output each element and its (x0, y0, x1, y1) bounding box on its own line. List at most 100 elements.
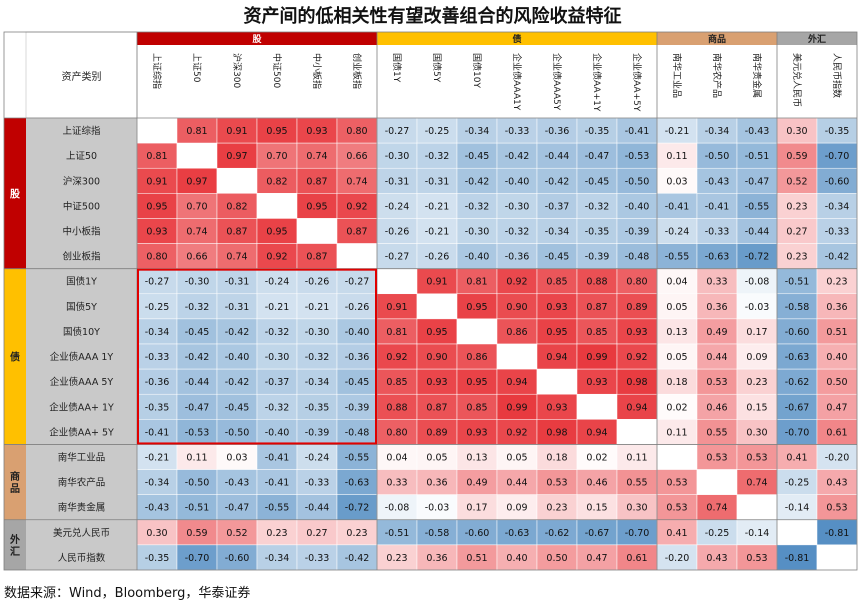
heatmap-cell (176, 419, 218, 445)
cell-value: 0.53 (666, 503, 687, 514)
heatmap-cell (736, 117, 778, 144)
cell-value: -0.34 (825, 201, 850, 212)
cell-value: -0.45 (545, 252, 570, 263)
heatmap-cell (536, 117, 578, 144)
row-label: 上证50 (66, 151, 97, 162)
heatmap-cell (736, 268, 778, 295)
cell-value: 0.53 (546, 478, 567, 489)
heatmap-cell (616, 343, 658, 370)
heatmap-cell (496, 519, 538, 546)
cell-value: -0.27 (345, 277, 370, 288)
cell-value: -0.35 (825, 126, 850, 137)
cell-value: 0.80 (626, 277, 647, 288)
heatmap-cell (416, 318, 458, 345)
heatmap-cell (736, 469, 778, 495)
cell-value: 0.43 (826, 478, 847, 489)
cell-value: -0.44 (545, 151, 570, 162)
cell-value: 0.94 (506, 377, 527, 388)
heatmap-cell (736, 343, 778, 370)
cell-value: -0.32 (265, 402, 290, 413)
heatmap-cell (736, 368, 778, 395)
cell-value: 0.03 (666, 176, 687, 187)
heatmap-cell (696, 167, 738, 194)
heatmap-cell (376, 218, 418, 244)
cell-value: -0.31 (225, 302, 250, 313)
cell-value: 0.04 (666, 277, 687, 288)
column-label: 上证50 (191, 53, 202, 83)
cell-value: 0.09 (506, 503, 527, 514)
heatmap-cell (536, 243, 578, 269)
heatmap-cell (136, 318, 178, 345)
cell-value: -0.55 (665, 252, 690, 263)
heatmap-cell (616, 167, 658, 194)
heatmap-cell (536, 419, 578, 445)
column-group-band (777, 32, 857, 45)
cell-value: 0.81 (186, 126, 207, 137)
cell-value: 0.40 (506, 553, 527, 564)
row-label: 上证综指 (62, 125, 101, 137)
cell-value: -0.36 (545, 126, 570, 137)
cell-value: 0.11 (186, 453, 207, 464)
cell-value: -0.30 (185, 277, 210, 288)
cell-value: -0.45 (585, 176, 610, 187)
heatmap-cell (496, 343, 538, 370)
cell-value: -0.44 (305, 503, 330, 514)
cell-value: -0.42 (465, 176, 490, 187)
heatmap-cell (256, 243, 298, 269)
cell-value: -0.21 (145, 453, 170, 464)
cell-value: -0.44 (185, 377, 210, 388)
cell-value: 0.51 (466, 553, 487, 564)
cell-value: 0.30 (746, 427, 767, 438)
cell-value: 0.23 (266, 528, 287, 539)
cell-value: 0.05 (426, 453, 447, 464)
heatmap-cell (616, 544, 658, 571)
heatmap-cell (496, 393, 538, 420)
row-group-band (4, 268, 26, 445)
heatmap-cell (696, 318, 738, 345)
heatmap-cell (536, 469, 578, 495)
heatmap-cell (816, 243, 858, 269)
column-group-label: 债 (512, 33, 521, 45)
cell-value: 0.99 (586, 352, 607, 363)
heatmap-cell (816, 167, 858, 194)
row-label: 中小板指 (62, 226, 101, 238)
heatmap-cell (336, 469, 378, 495)
cell-value: 0.95 (266, 227, 287, 238)
heatmap-cell (656, 544, 698, 571)
cell-value: -0.35 (305, 402, 330, 413)
cell-value: -0.39 (625, 227, 650, 238)
heatmap-cell (256, 193, 298, 219)
cell-value: -0.70 (185, 553, 210, 564)
row-label: 国债1Y (66, 276, 97, 288)
cell-value: -0.40 (465, 252, 490, 263)
heatmap-cell (496, 167, 538, 194)
cell-value: -0.30 (305, 327, 330, 338)
row-group-label: 汇 (10, 545, 20, 558)
heatmap-cell (256, 142, 298, 169)
heatmap-cell (816, 444, 858, 470)
cell-value: 0.18 (546, 453, 567, 464)
cell-value: -0.21 (425, 201, 450, 212)
cell-value: -0.42 (825, 252, 850, 263)
cell-value: -0.21 (665, 126, 690, 137)
heatmap-cell (456, 469, 498, 495)
heatmap-cell (176, 193, 218, 219)
heatmap-cell (416, 469, 458, 495)
cell-value: 0.61 (826, 427, 847, 438)
column-label: 国债5Y (431, 53, 443, 83)
heatmap-cell (296, 419, 338, 445)
heatmap-cell (416, 444, 458, 470)
cell-value: -0.81 (785, 553, 810, 564)
heatmap-cell (256, 368, 298, 395)
cell-value: 0.59 (786, 151, 807, 162)
column-group-band (377, 32, 657, 45)
heatmap-cell (216, 117, 258, 144)
heatmap-cell (536, 343, 578, 370)
cell-value: 0.98 (626, 377, 647, 388)
heatmap-cell (576, 318, 618, 345)
cell-value: 0.88 (386, 402, 407, 413)
cell-value: 0.46 (706, 402, 727, 413)
cell-value: -0.41 (665, 201, 690, 212)
row-label: 企业债AA+ 1Y (49, 401, 114, 413)
cell-value: -0.45 (345, 377, 370, 388)
